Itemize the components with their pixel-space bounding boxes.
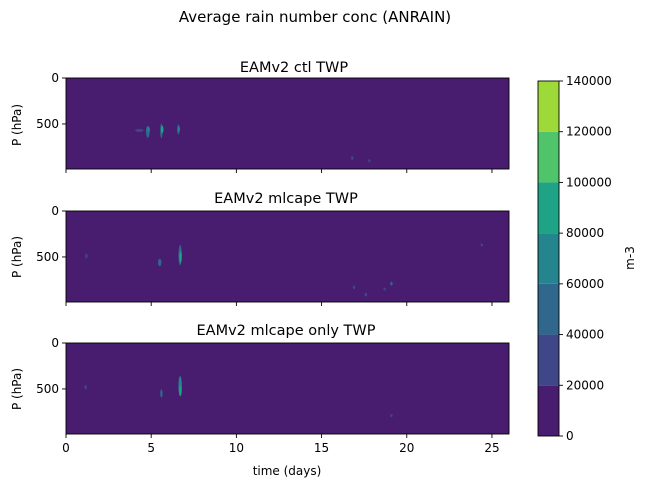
y-tick-label: 0 [51,336,59,350]
x-tick-label: 20 [399,441,414,455]
panel-title: EAMv2 mlcape TWP [214,191,358,207]
rain-cell [135,128,144,132]
figure-suptitle: Average rain number conc (ANRAIN) [179,8,451,26]
panel-ctl: EAMv2 ctl TWP 0 500 P (hPa) [10,60,510,173]
x-tick-label: 5 [147,441,155,455]
heatmap-background [66,78,509,169]
colorbar-tick-label: 120000 [566,125,612,139]
rain-cell [179,385,182,396]
axes-frame [65,210,510,303]
colorbar-segment [538,385,559,436]
heatmap-plot-area: 0 500 0 5 10 15 20 25 [36,336,510,455]
rain-cell [390,281,393,286]
rain-cell [160,389,163,398]
x-tick-label: 0 [62,441,70,455]
axes-frame [65,342,510,435]
colorbar-segment [538,131,559,183]
y-tick-label: 500 [36,117,59,131]
colorbar-tick-label: 20000 [566,378,604,392]
x-tick-label: 15 [314,441,329,455]
colorbar-tick-label: 140000 [566,74,612,88]
y-tick-label: 500 [36,382,59,396]
rain-cell [390,414,393,418]
colorbar-label: m-3 [623,246,637,270]
colorbar-segment [538,233,559,284]
colorbar-segment [538,334,559,386]
rain-cell [383,287,386,291]
y-axis-label: P (hPa) [10,236,24,278]
y-axis-label: P (hPa) [10,368,24,410]
panel-mlcape: EAMv2 mlcape TWP 0 500 P (hPa) [10,191,510,306]
x-axis-label: time (days) [253,464,322,478]
rain-cell [480,243,483,247]
axes-frame [65,77,510,170]
rain-cell [158,258,162,267]
rain-cell [161,125,164,134]
rain-cell [85,253,88,259]
rain-cell [179,250,182,263]
colorbar-segment [538,81,559,132]
x-tick-label: 10 [229,441,244,455]
colorbar-segment [538,182,559,234]
rain-cell [351,156,354,160]
y-tick-label: 0 [51,204,59,218]
panel-title: EAMv2 mlcape only TWP [197,323,376,339]
colorbar-tick-label: 80000 [566,226,604,240]
colorbar: 020000400006000080000100000120000140000 … [537,74,637,443]
heatmap-plot-area: 0 500 [36,204,510,306]
y-tick-label: 0 [51,71,59,85]
rain-cell [352,285,356,290]
rain-cell [364,292,368,297]
rain-cell [147,126,150,133]
y-tick-label: 500 [36,250,59,264]
colorbar-tick-label: 100000 [566,175,612,189]
panel-title: EAMv2 ctl TWP [240,60,348,76]
colorbar-tick-label: 60000 [566,277,604,291]
y-axis-label: P (hPa) [10,104,24,146]
panel-mlcape-only: EAMv2 mlcape only TWP 0 500 0 5 10 15 20 25 P (… [10,323,510,455]
colorbar-tick-label: 40000 [566,328,604,342]
colorbar-segment [538,283,559,335]
rain-cell [84,384,87,390]
heatmap-background [66,343,509,434]
rain-cell [368,159,371,163]
colorbar-frame [537,80,560,437]
colorbar-tick-label: 0 [566,429,574,443]
rain-cell [177,126,180,132]
heatmap-plot-area: 0 500 [36,71,510,173]
heatmap-background [66,211,509,302]
x-tick-label: 25 [484,441,499,455]
